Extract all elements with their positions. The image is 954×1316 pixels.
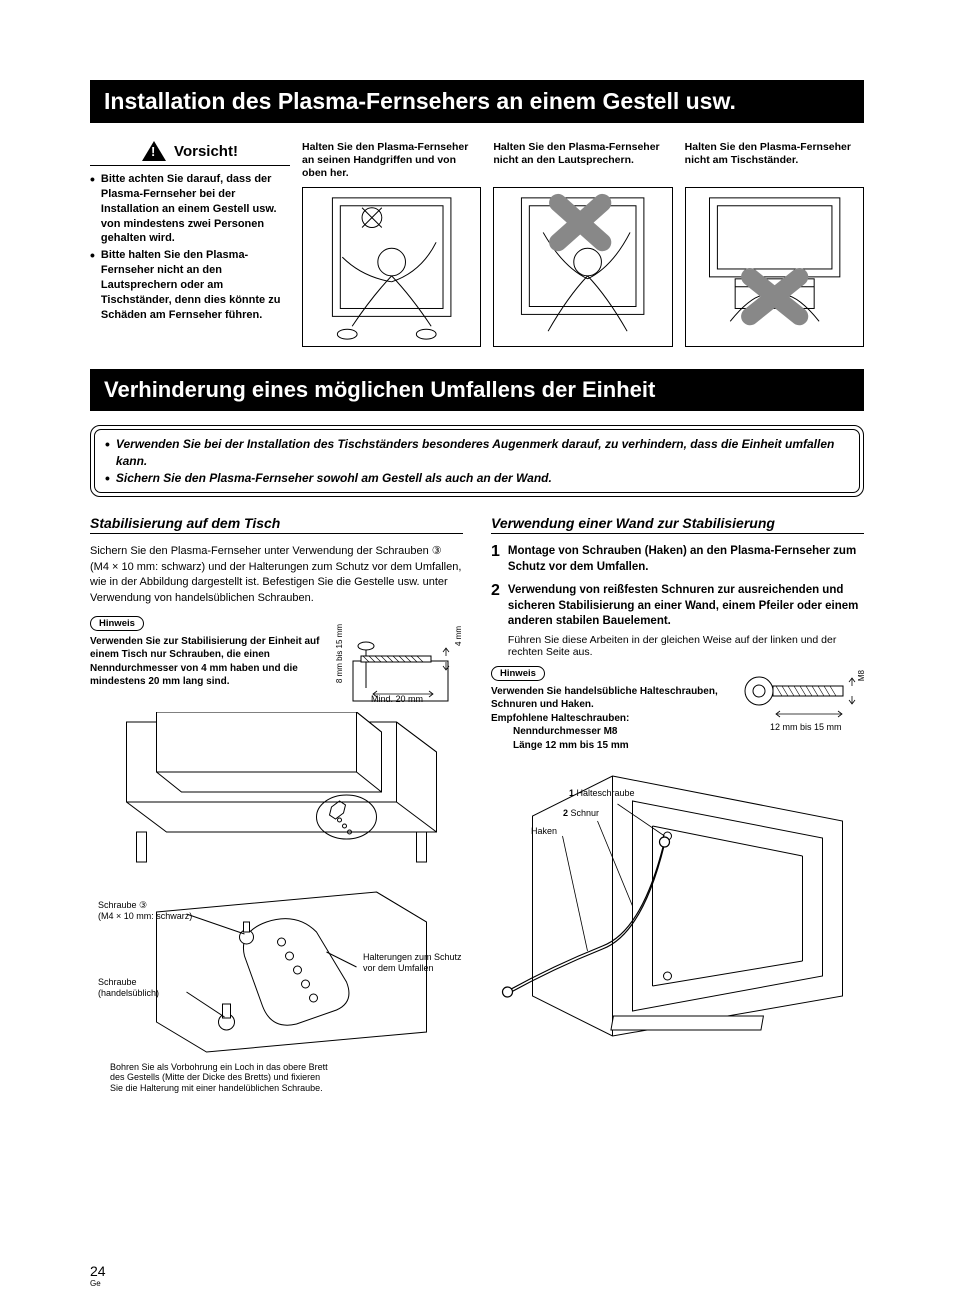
- step-text: Montage von Schrauben (Haken) an den Pla…: [508, 544, 864, 575]
- hinweis-text-wall: Verwenden Sie handelsübliche Halteschrau…: [491, 685, 724, 753]
- caution-label: Vorsicht!: [174, 143, 238, 160]
- caution-item: Bitte achten Sie darauf, dass der Plasma…: [90, 172, 290, 246]
- illus-correct-hold: [302, 187, 481, 347]
- left-column: Stabilisierung auf dem Tisch Sichern Sie…: [90, 515, 463, 1092]
- illus-caption: Halten Sie den Plasma-Fernseher nicht an…: [493, 141, 672, 181]
- dim-bolt-length: 12 mm bis 15 mm: [770, 722, 842, 732]
- step-text: Verwendung von reißfesten Schnuren zur a…: [508, 583, 864, 630]
- screw-dimension-diagram: 8 mm bis 15 mm 4 mm Mind. 20 mm: [333, 616, 463, 706]
- right-column: Verwendung einer Wand zur Stabilisierung…: [491, 515, 864, 1092]
- bolt-dimension-diagram: M8 12 mm bis 15 mm: [734, 666, 864, 736]
- bracket-detail-diagram: Schraube ③(M4 × 10 mm: schwarz) Schraube…: [90, 882, 463, 1092]
- step-1: 1 Montage von Schrauben (Haken) an den P…: [491, 544, 864, 575]
- illus-col-2: Halten Sie den Plasma-Fernseher nicht an…: [493, 141, 672, 347]
- illus-col-3: Halten Sie den Plasma-Fernseher nicht am…: [685, 141, 864, 347]
- caution-box: Vorsicht! Bitte achten Sie darauf, dass …: [90, 141, 290, 347]
- diag-label-halteschraube: 1 Halteschraube: [569, 788, 635, 799]
- caution-item: Bitte halten Sie den Plasma-Fernseher ni…: [90, 248, 290, 322]
- step-subtext: Führen Sie diese Arbeiten in der gleiche…: [508, 634, 864, 658]
- label-schraube3: Schraube ③(M4 × 10 mm: schwarz): [98, 900, 192, 922]
- section-title-prevent-fall: Verhinderung eines möglichen Umfallens d…: [90, 369, 864, 411]
- label-bohren-hint: Bohren Sie als Vorbohrung ein Loch in da…: [110, 1062, 330, 1094]
- illus-col-1: Halten Sie den Plasma-Fernseher an seine…: [302, 141, 481, 347]
- caution-header: Vorsicht!: [90, 141, 290, 166]
- illus-wrong-stand: [685, 187, 864, 347]
- illus-caption: Halten Sie den Plasma-Fernseher nicht am…: [685, 141, 864, 181]
- important-note: Verwenden Sie bei der Installation des T…: [105, 436, 849, 470]
- important-notes-frame: Verwenden Sie bei der Installation des T…: [90, 425, 864, 497]
- page-number: 24 Ge: [90, 1263, 106, 1288]
- dim-vertical: 8 mm bis 15 mm: [335, 624, 344, 683]
- illus-caption: Halten Sie den Plasma-Fernseher an seine…: [302, 141, 481, 181]
- important-note: Sichern Sie den Plasma-Fernseher sowohl …: [105, 470, 849, 487]
- dim-min-length: Mind. 20 mm: [371, 694, 423, 704]
- page-lang: Ge: [90, 1279, 106, 1288]
- step-number: 2: [491, 583, 500, 658]
- wall-tether-diagram: 1 Halteschraube 2 Schnur Haken: [491, 766, 864, 1046]
- dim-thickness: 4 mm: [454, 626, 463, 646]
- hinweis-badge: Hinweis: [90, 616, 144, 631]
- left-body-text: Sichern Sie den Plasma-Fernseher unter V…: [90, 544, 463, 606]
- hinweis-text-table: Verwenden Sie zur Stabilisierung der Ein…: [90, 635, 323, 689]
- label-halterung: Halterungen zum Schutz vor dem Umfallen: [363, 952, 463, 974]
- label-schraube-handel: Schraube(handelsüblich): [98, 977, 159, 999]
- diag-label-haken: Haken: [531, 826, 557, 837]
- tv-on-stand-diagram: [90, 712, 463, 882]
- section-title-install: Installation des Plasma-Fernsehers an ei…: [90, 80, 864, 123]
- diag-label-schnur: 2 Schnur: [563, 808, 599, 819]
- two-column-layout: Stabilisierung auf dem Tisch Sichern Sie…: [90, 515, 864, 1092]
- hinweis-badge: Hinweis: [491, 666, 545, 681]
- subsection-heading-table: Stabilisierung auf dem Tisch: [90, 515, 463, 534]
- dim-thread: M8: [857, 670, 866, 681]
- step-2: 2 Verwendung von reißfesten Schnuren zur…: [491, 583, 864, 658]
- caution-list: Bitte achten Sie darauf, dass der Plasma…: [90, 172, 290, 322]
- warning-triangle-icon: [142, 141, 166, 161]
- subsection-heading-wall: Verwendung einer Wand zur Stabilisierung: [491, 515, 864, 534]
- step-number: 1: [491, 544, 500, 575]
- row-caution-and-illustrations: Vorsicht! Bitte achten Sie darauf, dass …: [90, 141, 864, 347]
- illus-wrong-speaker: [493, 187, 672, 347]
